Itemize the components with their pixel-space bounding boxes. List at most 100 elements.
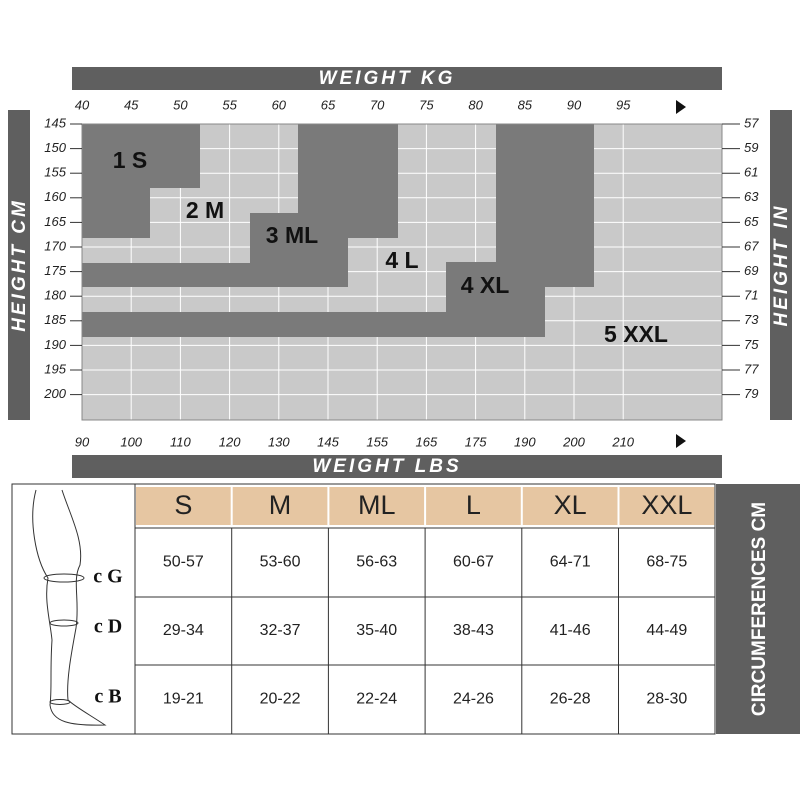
side-title: CIRCUMFERENCES CM [749,502,770,716]
size-label: 5 XXL [604,321,668,347]
in-tick: 63 [744,189,759,204]
cell-text: 29-34 [163,622,204,639]
right-bar [770,110,792,420]
lbs-tick: 190 [514,434,536,449]
size-label: 3 ML [266,222,318,248]
lbs-tick: 210 [611,434,634,449]
left-title: HEIGHT CM [9,198,30,332]
cm-tick: 195 [44,361,66,376]
cell-text: 24-26 [453,691,494,708]
kg-tick: 90 [567,97,582,112]
header-cell [619,487,715,525]
cm-tick: 150 [44,140,66,155]
lbs-tick: 200 [562,434,585,449]
kg-tick: 40 [75,97,90,112]
region-ml [82,124,398,287]
ring [49,619,79,627]
in-tick: 73 [744,312,759,327]
cell-text: 60-67 [453,554,494,571]
lbs-tick: 100 [120,434,142,449]
size-label: 1 S [113,147,148,173]
kg-tick: 60 [272,97,287,112]
cm-tick: 200 [43,386,66,401]
lbs-tick: 120 [219,434,241,449]
arrow [676,100,686,114]
header-cell [329,487,425,525]
kg-tick: 65 [321,97,336,112]
row-label: c D [94,616,122,638]
cell-text: 35-40 [356,622,397,639]
in-tick: 57 [744,115,759,130]
cell-text: 64-71 [550,554,591,571]
cell-text: 19-21 [163,691,204,708]
header-cell [426,487,521,525]
cell-text: 44-49 [646,622,687,639]
cell-text: 38-43 [453,622,494,639]
ring [43,573,85,583]
leg-drawing [32,489,107,726]
lbs-tick: 110 [170,434,191,449]
bottom-title: WEIGHT LBS [312,456,461,477]
lbs-tick: 145 [317,434,339,449]
side-bar [716,484,800,734]
lbs-tick: 130 [268,434,290,449]
in-tick: 61 [744,165,758,180]
size-label: 2 M [186,197,224,223]
cm-tick: 170 [44,238,66,253]
lbs-tick: 175 [465,434,487,449]
row-label: c B [94,686,121,708]
kg-tick: 55 [222,97,237,112]
size-label: 4 L [385,247,418,273]
cm-tick: 165 [44,214,66,229]
cm-tick: 180 [44,288,66,303]
header-text: S [174,490,192,520]
cell-text: 68-75 [646,554,687,571]
top-title: WEIGHT KG [319,68,456,89]
cell-text: 32-37 [260,622,301,639]
header-cell [232,487,328,525]
in-tick: 77 [744,361,759,376]
cell-text: 50-57 [163,554,204,571]
right-title: HEIGHT IN [771,203,792,326]
in-tick: 59 [744,140,758,155]
table-border [11,483,716,735]
ring [49,699,71,705]
row-label: c G [93,566,123,588]
header-text: XXL [641,490,692,520]
in-tick: 75 [744,337,759,352]
lbs-tick: 155 [366,434,388,449]
kg-tick: 75 [419,97,434,112]
cm-tick: 190 [44,337,66,352]
in-tick: 71 [744,288,758,303]
in-tick: 65 [744,214,759,229]
cell-text: 53-60 [260,554,301,571]
size-label: 4 XL [461,272,510,298]
left-bar [8,110,30,420]
cm-tick: 155 [44,165,66,180]
cell-text: 56-63 [356,554,397,571]
lbs-tick: 165 [416,434,438,449]
cell-text: 41-46 [550,622,591,639]
header-cell [522,487,618,525]
region-s [82,124,200,238]
cm-tick: 175 [44,263,66,278]
lbs-tick: 90 [75,434,90,449]
in-tick: 79 [744,386,758,401]
cell-text: 26-28 [550,691,591,708]
cm-tick: 160 [44,189,66,204]
kg-tick: 85 [518,97,533,112]
header-text: ML [358,490,396,520]
header-text: L [466,490,481,520]
region-xl [82,124,594,337]
kg-tick: 50 [173,97,188,112]
cm-tick: 185 [44,312,66,327]
kg-tick: 70 [370,97,385,112]
top-bar [72,67,722,90]
header-text: M [269,490,292,520]
in-tick: 69 [744,263,758,278]
header-text: XL [554,490,587,520]
bottom-bar [72,455,722,478]
kg-tick: 80 [468,97,483,112]
in-tick: 67 [744,238,759,253]
